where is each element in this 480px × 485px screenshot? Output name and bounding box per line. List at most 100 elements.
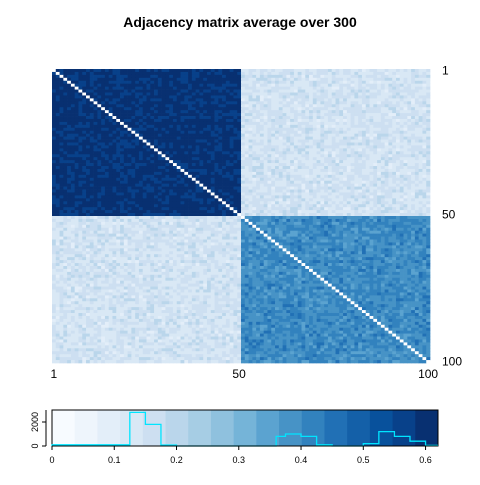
heatmap-cell xyxy=(399,177,404,182)
heatmap-cell xyxy=(263,145,268,149)
heatmap-cell xyxy=(248,77,253,82)
heatmap-cell xyxy=(138,180,144,185)
heatmap-cell xyxy=(403,201,408,205)
heatmap-cell xyxy=(244,198,249,202)
heatmap-cell xyxy=(350,101,355,105)
heatmap-cell xyxy=(350,213,355,217)
heatmap-cell xyxy=(142,133,147,137)
heatmap-cell xyxy=(120,180,125,185)
heatmap-cell xyxy=(74,171,79,176)
heatmap-cell xyxy=(82,160,87,164)
heatmap-cell xyxy=(380,69,385,73)
heatmap-cell xyxy=(93,157,98,161)
heatmap-cell xyxy=(414,148,420,152)
heatmap-cell xyxy=(343,110,348,114)
heatmap-cell xyxy=(350,189,355,193)
heatmap-cell xyxy=(169,168,174,173)
heatmap-cell xyxy=(142,174,147,179)
heatmap-cell xyxy=(343,80,348,85)
heatmap-cell xyxy=(293,127,299,132)
heatmap-cell xyxy=(104,95,110,99)
heatmap-cell xyxy=(59,166,64,170)
heatmap-cell xyxy=(55,83,60,87)
heatmap-cell xyxy=(172,154,178,158)
heatmap-cell xyxy=(63,71,68,76)
heatmap-cell xyxy=(237,171,242,176)
heatmap-cell xyxy=(104,210,110,214)
heatmap-cell xyxy=(335,86,340,90)
heatmap-cell xyxy=(86,83,91,87)
heatmap-cell xyxy=(309,160,314,164)
heatmap-cell xyxy=(203,160,208,164)
heatmap-cell xyxy=(214,80,219,85)
heatmap-cell xyxy=(293,154,299,158)
heatmap-cell xyxy=(411,151,416,155)
heatmap-cell xyxy=(131,116,136,120)
heatmap-cell xyxy=(214,101,219,105)
heatmap-cell xyxy=(286,177,291,182)
heatmap-cell xyxy=(324,110,329,114)
heatmap-cell xyxy=(233,133,238,137)
heatmap-cell xyxy=(116,183,121,187)
heatmap-cell xyxy=(214,189,219,193)
heatmap-cell xyxy=(392,113,397,117)
heatmap-cell xyxy=(233,180,238,185)
heatmap-cell xyxy=(403,98,408,102)
heatmap-cell xyxy=(93,207,98,211)
heatmap-cell xyxy=(116,110,121,114)
heatmap-cell xyxy=(63,86,68,90)
heatmap-cell xyxy=(248,174,253,179)
heatmap-cell xyxy=(59,151,64,155)
heatmap-cell xyxy=(127,95,132,99)
heatmap-cell xyxy=(131,89,136,93)
heatmap-cell xyxy=(120,213,125,217)
heatmap-cell xyxy=(237,89,242,93)
heatmap-cell xyxy=(169,101,174,105)
heatmap-cell xyxy=(399,160,404,164)
heatmap-cell xyxy=(407,177,412,182)
heatmap-cell xyxy=(86,168,91,173)
heatmap-cell xyxy=(414,142,420,146)
heatmap-cell xyxy=(350,145,355,149)
heatmap-cell xyxy=(169,118,174,123)
heatmap-cell xyxy=(414,71,420,76)
heatmap-cell xyxy=(172,180,178,185)
heatmap-diagonal-cell xyxy=(210,192,215,196)
heatmap-cell xyxy=(127,180,132,185)
heatmap-cell xyxy=(229,195,234,199)
heatmap-cell xyxy=(305,139,310,143)
heatmap-cell xyxy=(184,168,189,173)
heatmap-cell xyxy=(426,139,431,143)
heatmap-cell xyxy=(267,86,272,90)
heatmap-cell xyxy=(82,171,87,176)
heatmap-cell xyxy=(225,151,231,155)
heatmap-cell xyxy=(172,98,178,102)
heatmap-cell xyxy=(188,201,193,205)
heatmap-cell xyxy=(241,95,246,99)
heatmap-cell xyxy=(290,174,295,179)
heatmap-cell xyxy=(237,145,242,149)
heatmap-cell xyxy=(331,98,336,102)
heatmap-cell xyxy=(331,110,336,114)
heatmap-cell xyxy=(89,157,94,161)
heatmap-cell xyxy=(237,74,242,79)
heatmap-cell xyxy=(331,139,336,143)
heatmap-cell xyxy=(176,168,181,173)
heatmap-cell xyxy=(361,186,367,190)
heatmap-cell xyxy=(184,163,189,167)
heatmap-cell xyxy=(331,157,336,161)
heatmap-cell xyxy=(63,207,68,211)
heatmap-cell xyxy=(108,124,113,129)
heatmap-cell xyxy=(407,77,412,82)
heatmap-cell xyxy=(282,171,287,176)
heatmap-cell xyxy=(97,210,102,214)
heatmap-cell xyxy=(104,86,110,90)
heatmap-cell xyxy=(93,118,98,123)
heatmap-cell xyxy=(172,195,178,199)
heatmap-cell xyxy=(358,104,363,108)
heatmap-cell xyxy=(233,198,238,202)
heatmap-cell xyxy=(199,160,204,164)
heatmap-cell xyxy=(369,133,374,137)
heatmap-cell xyxy=(293,98,299,102)
heatmap-cell xyxy=(282,116,287,120)
